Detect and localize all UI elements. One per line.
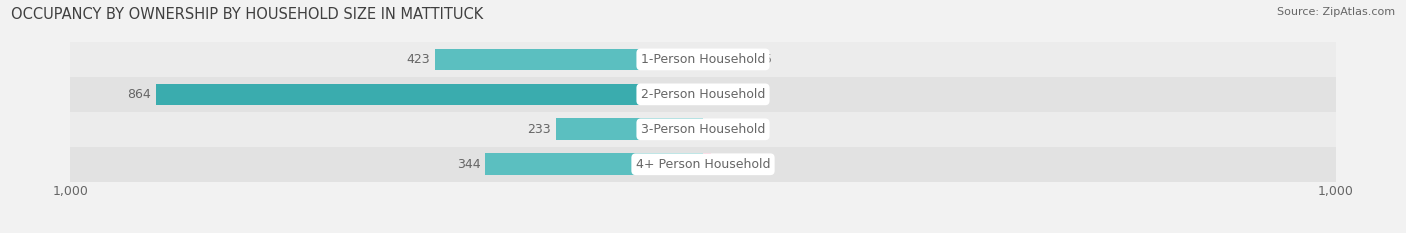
Bar <box>70 77 1336 112</box>
Bar <box>156 84 703 105</box>
Bar <box>70 112 1336 147</box>
Text: 3-Person Household: 3-Person Household <box>641 123 765 136</box>
Bar <box>70 42 1336 77</box>
Bar <box>70 147 1336 182</box>
Text: 2-Person Household: 2-Person Household <box>641 88 765 101</box>
Text: 4+ Person Household: 4+ Person Household <box>636 158 770 171</box>
Bar <box>703 84 710 105</box>
Text: 1-Person Household: 1-Person Household <box>641 53 765 66</box>
Text: OCCUPANCY BY OWNERSHIP BY HOUSEHOLD SIZE IN MATTITUCK: OCCUPANCY BY OWNERSHIP BY HOUSEHOLD SIZE… <box>11 7 484 22</box>
Text: Source: ZipAtlas.com: Source: ZipAtlas.com <box>1277 7 1395 17</box>
Text: 0: 0 <box>709 123 716 136</box>
Text: 344: 344 <box>457 158 481 171</box>
Text: 12: 12 <box>716 88 731 101</box>
Bar <box>555 118 703 140</box>
Text: 12: 12 <box>716 158 731 171</box>
Bar <box>703 49 751 70</box>
Text: 75: 75 <box>755 53 772 66</box>
Text: 423: 423 <box>406 53 430 66</box>
Text: 233: 233 <box>527 123 551 136</box>
Text: 864: 864 <box>128 88 152 101</box>
Bar <box>436 49 703 70</box>
Bar <box>703 154 710 175</box>
Bar <box>485 154 703 175</box>
